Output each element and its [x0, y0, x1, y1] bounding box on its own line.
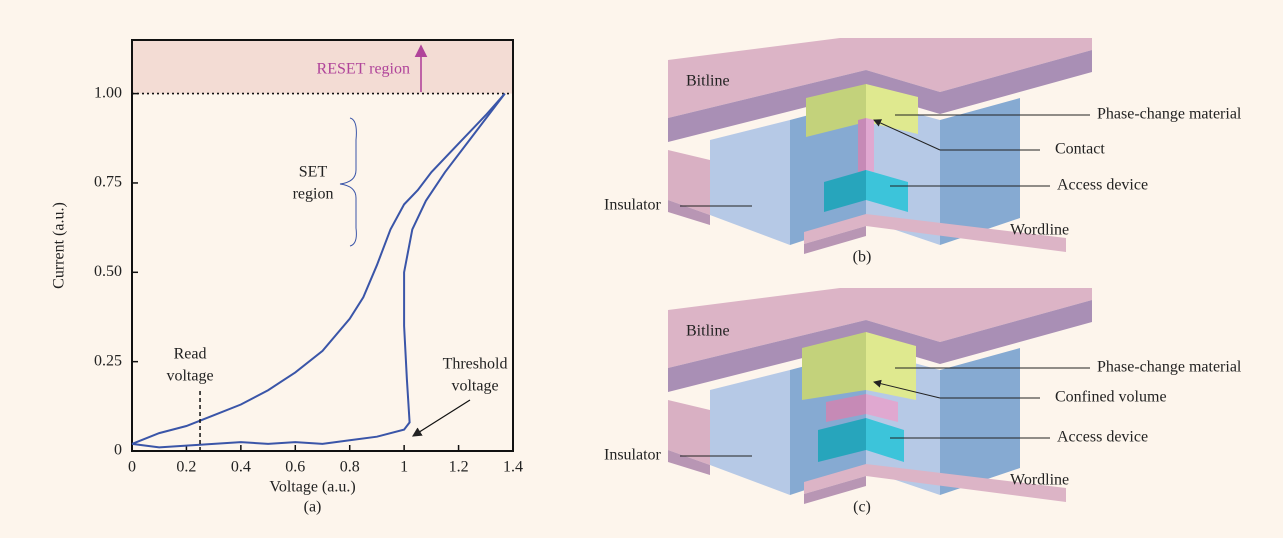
annotation: voltage — [451, 378, 498, 395]
page: {"chart_data": {"type": "line", "caption… — [0, 0, 1283, 538]
diagram-label: Phase-change material — [1097, 359, 1242, 376]
diagram-label: Phase-change material — [1097, 106, 1242, 123]
figure: 0 0.25 0.50 0.75 1.00 0 0.2 0.4 0.6 0.8 1 1.2 1.4 Vol… — [0, 0, 1283, 538]
diagram-label: Access device — [1057, 177, 1148, 194]
x-tick-label: 1.2 — [449, 459, 469, 476]
diagram-label: Bitline — [686, 323, 730, 340]
y-tick-label: 0 — [114, 442, 122, 459]
x-tick-label: 0.8 — [340, 459, 360, 476]
diagram-label: Insulator — [604, 197, 662, 214]
diagram-label: Bitline — [686, 73, 730, 90]
caption: (b) — [853, 249, 872, 266]
contact-right — [866, 118, 874, 172]
diagram-label: Wordline — [1010, 472, 1069, 489]
annotation: voltage — [166, 368, 213, 385]
diagram-label: Wordline — [1010, 222, 1069, 239]
x-tick-label: 0.6 — [285, 459, 305, 476]
annotation: Threshold — [443, 356, 508, 373]
y-tick-label: 0.75 — [94, 174, 122, 191]
x-axis-title: Voltage (a.u.) — [269, 479, 355, 496]
x-tick-label: 0.2 — [176, 459, 196, 476]
y-tick-label: 0.50 — [94, 263, 122, 280]
caption: (c) — [853, 499, 871, 516]
diagram-label: Confined volume — [1055, 389, 1167, 406]
x-tick-label: 1.4 — [503, 459, 523, 476]
x-tick-label: 0 — [128, 459, 136, 476]
y-tick-label: 1.00 — [94, 84, 122, 101]
x-tick-label: 0.4 — [231, 459, 251, 476]
diagram-label: Access device — [1057, 429, 1148, 446]
annotation: RESET region — [317, 61, 410, 78]
y-tick-label: 0.25 — [94, 352, 122, 369]
diagram-label: Contact — [1055, 141, 1105, 158]
caption: (a) — [304, 499, 322, 516]
annotation: Read — [174, 346, 207, 363]
y-axis-title: Current (a.u.) — [51, 202, 68, 289]
annotation: SET — [299, 164, 328, 181]
x-tick-label: 1 — [400, 459, 408, 476]
diagram-label: Insulator — [604, 447, 662, 464]
annotation: region — [293, 186, 334, 203]
contact-left — [858, 118, 866, 172]
